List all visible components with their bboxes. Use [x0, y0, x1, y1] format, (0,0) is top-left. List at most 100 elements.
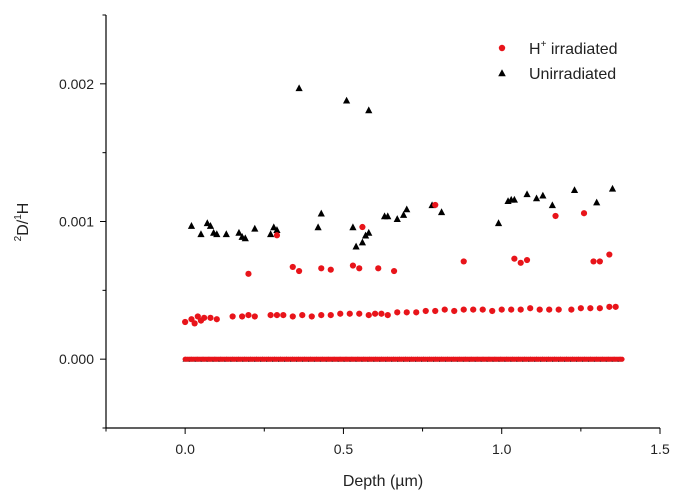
- point-unirradiated: [570, 186, 579, 194]
- point-unirradiated: [358, 238, 367, 246]
- point-h-irradiated: [384, 312, 391, 319]
- point-unirradiated: [349, 223, 357, 231]
- point-h-irradiated: [182, 318, 189, 326]
- point-h-irradiated: [308, 313, 315, 320]
- point-h-irradiated: [239, 313, 246, 320]
- point-unirradiated: [494, 219, 503, 227]
- legend-label-unirradiated: Unirradiated: [529, 66, 616, 83]
- x-tick-label: 1.5: [650, 441, 670, 457]
- point-h-irradiated: [606, 303, 613, 310]
- x-axis-title: Depth (µm): [343, 473, 423, 490]
- point-h-irradiated: [349, 262, 357, 269]
- point-h-irradiated: [201, 314, 208, 321]
- point-unirradiated: [213, 230, 221, 238]
- y-tick-label: 0.001: [59, 214, 94, 230]
- point-unirradiated: [295, 84, 303, 92]
- data-points: [182, 84, 619, 327]
- point-unirradiated: [384, 212, 392, 220]
- point-h-irradiated: [229, 313, 236, 320]
- point-h-irradiated: [587, 305, 594, 312]
- point-unirradiated: [365, 228, 373, 236]
- point-h-irradiated: [552, 212, 559, 220]
- legend: H+ irradiated Unirradiated: [498, 39, 618, 83]
- point-h-irradiated: [356, 310, 363, 317]
- point-h-irradiated: [359, 223, 366, 231]
- point-h-irradiated: [432, 307, 439, 315]
- point-h-irradiated: [451, 307, 458, 315]
- tick-marks: [100, 14, 661, 434]
- point-unirradiated: [532, 194, 541, 202]
- point-unirradiated: [203, 219, 211, 227]
- point-unirradiated: [608, 184, 617, 192]
- baseline-dot: [619, 356, 625, 362]
- point-unirradiated: [548, 201, 556, 209]
- point-h-irradiated: [546, 306, 553, 313]
- point-h-irradiated: [403, 309, 410, 316]
- point-h-irradiated: [207, 314, 214, 321]
- point-unirradiated: [197, 230, 205, 238]
- point-h-irradiated: [299, 312, 306, 319]
- point-h-irradiated: [580, 210, 588, 217]
- tick-labels: 0.0 0.5 1.0 1.5 0.000 0.001 0.002: [59, 76, 670, 457]
- point-h-irradiated: [596, 258, 603, 265]
- point-h-irradiated: [489, 307, 496, 315]
- point-h-irradiated: [441, 306, 448, 313]
- point-h-irradiated: [356, 265, 363, 272]
- point-unirradiated: [317, 209, 325, 217]
- legend-label-h-irradiated: H+ irradiated: [529, 39, 618, 58]
- point-h-irradiated: [318, 312, 325, 319]
- point-unirradiated: [270, 223, 278, 231]
- legend-marker-h-irradiated: [498, 44, 506, 52]
- y-tick-label: 0.000: [59, 351, 94, 367]
- point-h-irradiated: [280, 312, 287, 319]
- point-h-irradiated: [365, 312, 372, 319]
- point-unirradiated: [437, 208, 446, 216]
- point-h-irradiated: [375, 265, 382, 272]
- point-h-irradiated: [612, 303, 619, 310]
- point-h-irradiated: [460, 306, 467, 313]
- point-h-irradiated: [213, 316, 220, 323]
- point-h-irradiated: [590, 258, 597, 265]
- point-h-irradiated: [327, 312, 334, 319]
- point-h-irradiated: [273, 312, 281, 319]
- point-h-irradiated: [245, 270, 252, 277]
- legend-marker-unirradiated: [498, 69, 506, 77]
- point-unirradiated: [273, 226, 281, 233]
- point-h-irradiated: [517, 259, 524, 266]
- x-tick-label: 1.0: [492, 441, 512, 457]
- point-h-irradiated: [245, 312, 252, 319]
- point-h-irradiated: [378, 310, 385, 317]
- point-h-irradiated: [390, 267, 398, 275]
- point-h-irradiated: [318, 265, 325, 272]
- point-h-irradiated: [479, 306, 486, 313]
- point-unirradiated: [393, 215, 401, 222]
- point-h-irradiated: [289, 313, 296, 320]
- point-unirradiated: [539, 191, 547, 199]
- x-tick-label: 0.5: [334, 441, 354, 457]
- point-h-irradiated: [536, 306, 543, 313]
- point-unirradiated: [235, 228, 243, 236]
- point-h-irradiated: [273, 232, 281, 239]
- point-h-irradiated: [577, 305, 584, 312]
- point-unirradiated: [342, 96, 351, 104]
- point-unirradiated: [187, 222, 196, 229]
- point-h-irradiated: [523, 256, 531, 264]
- point-h-irradiated: [296, 267, 303, 275]
- point-h-irradiated: [596, 305, 603, 312]
- point-unirradiated: [222, 230, 230, 238]
- point-unirradiated: [510, 195, 518, 203]
- point-unirradiated: [352, 242, 360, 250]
- point-h-irradiated: [568, 306, 575, 313]
- point-unirradiated: [206, 222, 215, 229]
- point-h-irradiated: [267, 312, 274, 319]
- point-unirradiated: [241, 234, 249, 242]
- point-h-irradiated: [517, 306, 524, 313]
- point-unirradiated: [365, 106, 373, 114]
- point-h-irradiated: [413, 309, 420, 316]
- point-h-irradiated: [337, 310, 344, 317]
- y-axis-title: 2D/1H: [13, 203, 32, 242]
- point-h-irradiated: [606, 251, 613, 258]
- point-unirradiated: [593, 198, 601, 206]
- point-h-irradiated: [498, 306, 505, 313]
